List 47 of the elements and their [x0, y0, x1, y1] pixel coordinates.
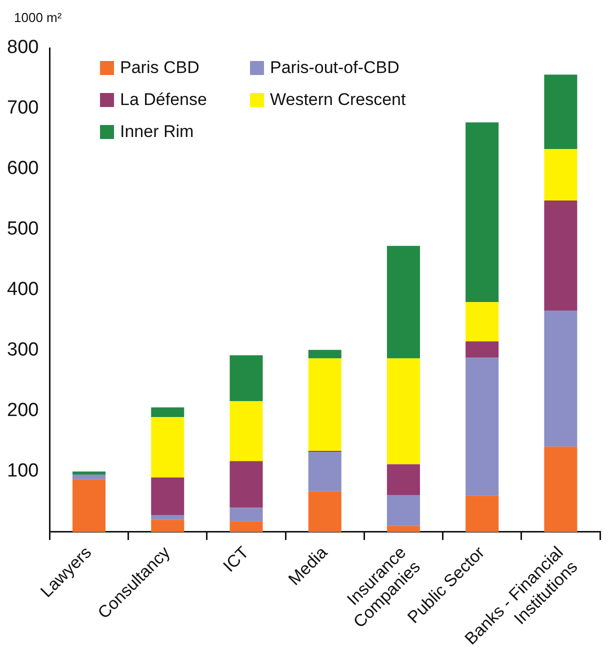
- bar: [386, 495, 420, 526]
- y-tick-label: 700: [7, 98, 39, 119]
- bar: [72, 479, 106, 532]
- bar: [151, 520, 184, 532]
- bar: [151, 407, 184, 418]
- bar: [72, 471, 106, 474]
- bar: [230, 401, 263, 462]
- bar: [386, 464, 420, 496]
- bar: [466, 302, 499, 342]
- bar: [230, 521, 263, 532]
- y-tick-label: 300: [7, 340, 39, 361]
- legend-label: Paris CBD: [120, 58, 200, 78]
- bar: [151, 515, 184, 520]
- x-tick-label: ICT: [220, 542, 252, 576]
- bar: [386, 246, 420, 358]
- y-tick-label: 100: [7, 460, 39, 482]
- bar: [308, 350, 342, 358]
- bar: [72, 474, 106, 480]
- bar: [308, 358, 342, 451]
- y-tick-label: 600: [7, 158, 39, 180]
- legend-label: Paris-out-of-CBD: [270, 58, 400, 78]
- bar: [544, 149, 578, 200]
- bar: [230, 508, 263, 522]
- bar: [308, 491, 342, 532]
- bar: [544, 310, 578, 447]
- bar: [466, 341, 499, 358]
- y-tick-label: 200: [7, 400, 39, 422]
- legend-label: Inner Rim: [120, 122, 194, 142]
- bar: [466, 122, 499, 302]
- bar: [544, 200, 578, 311]
- bar: [308, 452, 342, 492]
- legend-label: La Défense: [120, 90, 207, 110]
- bar: [544, 74, 578, 150]
- y-tick-label: 800: [7, 37, 39, 58]
- y-tick-label: 400: [7, 279, 39, 300]
- bar: [151, 417, 184, 478]
- y-axis-title: 1000 m²: [14, 10, 62, 25]
- bar: [466, 358, 499, 496]
- bar: [386, 526, 420, 532]
- legend-label: Western Crescent: [270, 90, 406, 110]
- bar: [151, 478, 184, 516]
- y-tick-label: 500: [7, 218, 39, 240]
- bar: [466, 496, 499, 532]
- bar: [544, 446, 578, 532]
- bar: [386, 358, 420, 464]
- bar: [230, 355, 263, 402]
- bar: [230, 461, 263, 508]
